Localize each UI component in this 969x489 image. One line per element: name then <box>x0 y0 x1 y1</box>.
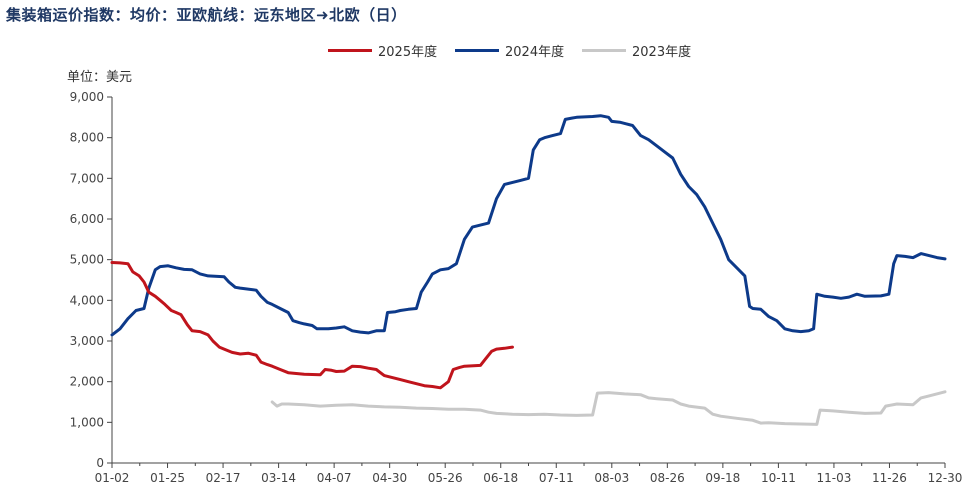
legend-item-2023: 2023年度 <box>582 40 691 60</box>
x-tick-label: 04-07 <box>317 471 352 485</box>
x-tick-label: 06-18 <box>483 471 518 485</box>
y-tick-label: 0 <box>96 456 104 470</box>
x-tick-label: 12-30 <box>928 471 963 485</box>
x-tick-label: 10-11 <box>761 471 796 485</box>
legend-label-2025: 2025年度 <box>378 44 438 60</box>
x-tick-label: 05-26 <box>428 471 463 485</box>
series-line-2025 <box>110 261 514 390</box>
y-tick-label: 4,000 <box>70 293 104 307</box>
x-tick-label: 08-03 <box>594 471 629 485</box>
y-tick-label: 5,000 <box>70 253 104 267</box>
y-tick-label: 7,000 <box>70 171 104 185</box>
y-tick-label: 2,000 <box>70 375 104 389</box>
x-tick-label: 03-14 <box>261 471 296 485</box>
x-tick-label: 01-02 <box>95 471 130 485</box>
y-tick-label: 3,000 <box>70 334 104 348</box>
y-tick-label: 9,000 <box>70 90 104 104</box>
series-line-2024 <box>110 114 947 337</box>
legend-swatch-2024 <box>455 48 499 52</box>
x-tick-label: 08-26 <box>650 471 685 485</box>
y-tick-label: 6,000 <box>70 212 104 226</box>
x-tick-label: 01-25 <box>150 471 185 485</box>
x-tick-label: 02-17 <box>206 471 241 485</box>
x-tick-label: 04-30 <box>372 471 407 485</box>
x-tick-label: 11-03 <box>816 471 851 485</box>
unit-label: 单位：美元 <box>67 70 133 85</box>
series-lines <box>110 114 947 426</box>
legend-swatch-2025 <box>328 48 372 52</box>
x-tick-label: 09-18 <box>705 471 740 485</box>
legend-label-2024: 2024年度 <box>505 44 565 60</box>
legend: 2025年度 2024年度 2023年度 <box>0 40 969 60</box>
y-tick-label: 1,000 <box>70 415 104 429</box>
x-tick-label: 11-26 <box>872 471 907 485</box>
legend-swatch-2023 <box>582 48 626 52</box>
legend-item-2025: 2025年度 <box>328 40 437 60</box>
y-tick-label: 8,000 <box>70 131 104 145</box>
series-line-2023 <box>270 390 947 426</box>
legend-label-2023: 2023年度 <box>632 44 692 60</box>
x-tick-label: 07-11 <box>539 471 574 485</box>
chart-title: 集装箱运价指数：均价：亚欧航线：远东地区➜北欧（日） <box>6 6 407 24</box>
axes: 0 1,000 2,000 3,000 4,000 5,000 6,000 7,000 8,00… <box>70 90 963 485</box>
legend-item-2024: 2024年度 <box>455 40 564 60</box>
